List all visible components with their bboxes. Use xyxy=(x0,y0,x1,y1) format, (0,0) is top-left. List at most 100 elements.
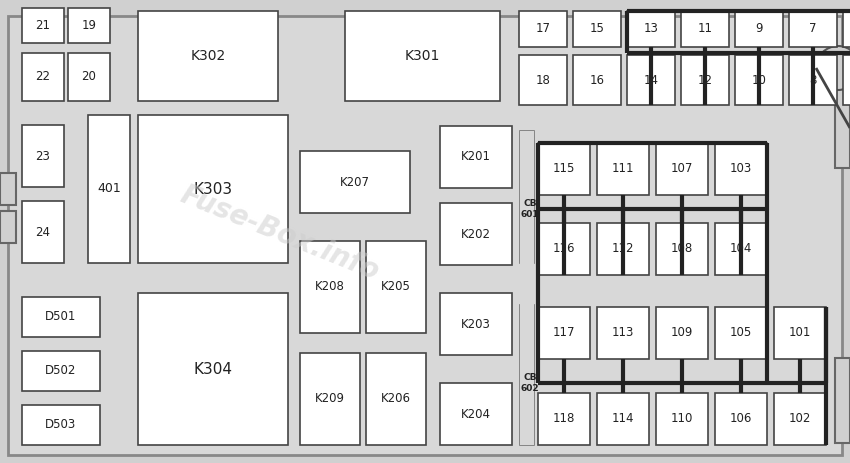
Text: 8: 8 xyxy=(809,74,817,87)
Bar xyxy=(440,293,512,355)
Bar xyxy=(843,11,850,47)
Bar xyxy=(656,307,708,359)
Bar xyxy=(22,125,64,187)
Text: 115: 115 xyxy=(552,163,575,175)
Text: 16: 16 xyxy=(590,74,604,87)
Bar xyxy=(22,53,64,101)
Text: 18: 18 xyxy=(536,74,551,87)
Text: 7: 7 xyxy=(809,23,817,36)
Text: 112: 112 xyxy=(612,243,634,256)
Bar xyxy=(789,55,837,105)
Text: 13: 13 xyxy=(643,23,659,36)
Text: 109: 109 xyxy=(671,326,694,339)
Bar xyxy=(835,88,850,168)
Text: 23: 23 xyxy=(36,150,50,163)
Bar xyxy=(88,115,130,263)
Bar xyxy=(843,55,850,105)
Bar xyxy=(656,223,708,275)
Bar xyxy=(138,11,278,101)
Text: D502: D502 xyxy=(45,364,76,377)
Bar xyxy=(22,8,64,43)
Bar xyxy=(538,393,590,445)
Bar xyxy=(300,241,360,333)
Bar xyxy=(538,223,590,275)
Text: K209: K209 xyxy=(315,393,345,406)
Text: K202: K202 xyxy=(461,227,491,240)
Bar xyxy=(715,143,767,195)
Text: 114: 114 xyxy=(612,413,634,425)
Text: 15: 15 xyxy=(590,23,604,36)
Text: 10: 10 xyxy=(751,74,767,87)
Text: K201: K201 xyxy=(461,150,491,163)
Bar xyxy=(681,55,729,105)
Text: 401: 401 xyxy=(97,182,121,195)
Text: 118: 118 xyxy=(552,413,575,425)
Text: 11: 11 xyxy=(698,23,712,36)
Bar xyxy=(573,11,621,47)
Text: K304: K304 xyxy=(194,362,233,376)
Bar xyxy=(366,241,426,333)
Bar xyxy=(68,53,110,101)
Text: 116: 116 xyxy=(552,243,575,256)
Bar xyxy=(774,307,826,359)
Text: 113: 113 xyxy=(612,326,634,339)
Bar xyxy=(715,223,767,275)
Bar xyxy=(627,11,675,47)
Bar xyxy=(366,353,426,445)
Bar xyxy=(520,131,534,263)
Text: 117: 117 xyxy=(552,326,575,339)
Bar xyxy=(715,307,767,359)
Text: 19: 19 xyxy=(82,19,97,32)
Text: 108: 108 xyxy=(671,243,693,256)
Bar xyxy=(345,11,500,101)
Bar xyxy=(138,293,288,445)
Bar xyxy=(597,393,649,445)
Bar xyxy=(774,393,826,445)
Text: K208: K208 xyxy=(315,281,345,294)
Bar xyxy=(0,211,16,243)
Bar xyxy=(735,55,783,105)
Bar xyxy=(22,351,100,391)
Text: K205: K205 xyxy=(381,281,411,294)
Text: D501: D501 xyxy=(45,311,76,324)
Bar xyxy=(627,55,675,105)
Text: 103: 103 xyxy=(730,163,752,175)
Bar xyxy=(138,115,288,263)
Text: 22: 22 xyxy=(36,70,50,83)
Bar xyxy=(656,143,708,195)
Bar xyxy=(440,126,512,188)
Bar xyxy=(520,305,534,445)
Text: K207: K207 xyxy=(340,175,370,188)
Text: D503: D503 xyxy=(45,419,76,432)
Text: K303: K303 xyxy=(194,181,233,196)
Bar xyxy=(520,131,534,445)
Text: CB
601: CB 601 xyxy=(521,199,539,219)
Bar xyxy=(519,11,567,47)
Bar xyxy=(715,393,767,445)
Bar xyxy=(68,8,110,43)
Text: K301: K301 xyxy=(405,49,440,63)
Text: 9: 9 xyxy=(756,23,762,36)
Bar xyxy=(656,393,708,445)
Text: 102: 102 xyxy=(789,413,811,425)
Bar xyxy=(440,203,512,265)
Text: K204: K204 xyxy=(461,407,491,420)
Text: 111: 111 xyxy=(612,163,634,175)
Bar xyxy=(519,55,567,105)
Bar xyxy=(597,223,649,275)
Bar xyxy=(597,307,649,359)
Bar xyxy=(440,383,512,445)
Bar xyxy=(300,353,360,445)
Text: 104: 104 xyxy=(730,243,752,256)
Text: 110: 110 xyxy=(671,413,694,425)
Text: 14: 14 xyxy=(643,74,659,87)
Bar xyxy=(0,173,16,205)
Text: 107: 107 xyxy=(671,163,694,175)
Bar xyxy=(300,151,410,213)
Text: 21: 21 xyxy=(36,19,50,32)
Text: CB
602: CB 602 xyxy=(521,373,539,393)
Text: 101: 101 xyxy=(789,326,811,339)
Bar xyxy=(22,297,100,337)
Bar xyxy=(597,143,649,195)
Text: 17: 17 xyxy=(536,23,551,36)
